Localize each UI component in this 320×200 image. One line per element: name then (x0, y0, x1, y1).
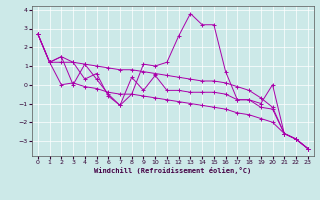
X-axis label: Windchill (Refroidissement éolien,°C): Windchill (Refroidissement éolien,°C) (94, 167, 252, 174)
